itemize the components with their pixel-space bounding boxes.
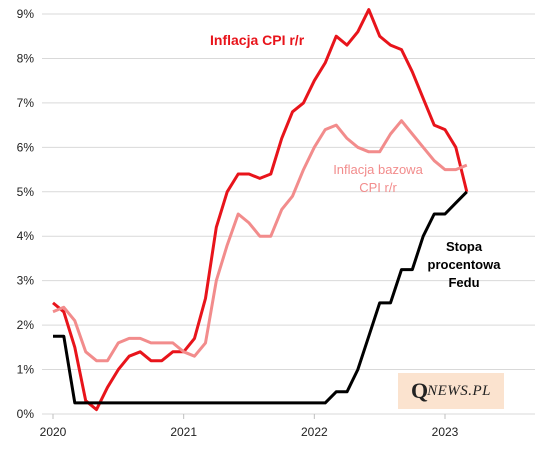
fed-series-label-line1: Stopa xyxy=(446,239,483,254)
y-tick-label: 0% xyxy=(17,407,35,421)
fed-series-label-line2: procentowa xyxy=(428,257,502,272)
y-tick-label: 6% xyxy=(17,140,35,154)
core-series-label-line2: CPI r/r xyxy=(359,180,397,195)
logo-text: NEWS.PL xyxy=(427,382,492,399)
x-tick-label: 2023 xyxy=(432,425,459,439)
y-tick-label: 7% xyxy=(17,96,35,110)
x-tick-label: 2020 xyxy=(40,425,67,439)
fed-rate-line xyxy=(53,190,468,405)
y-tick-label: 5% xyxy=(17,185,35,199)
cpi-line xyxy=(52,8,469,412)
x-tick-label: 2022 xyxy=(301,425,328,439)
x-tick-label: 2021 xyxy=(170,425,197,439)
fed-series-label-line3: Fedu xyxy=(448,275,479,290)
y-tick-label: 8% xyxy=(17,51,35,65)
cpi-series-label: Inflacja CPI r/r xyxy=(210,32,305,48)
core-cpi-line xyxy=(52,119,468,363)
y-axis-ticks: 0% 1% 2% 3% 4% 5% 6% 7% 8% 9% xyxy=(17,7,35,421)
x-axis-ticks: 2020 2021 2022 2023 xyxy=(40,414,459,439)
core-series-label-line1: Inflacja bazowa xyxy=(333,162,423,177)
y-tick-label: 3% xyxy=(17,274,35,288)
y-tick-label: 2% xyxy=(17,318,35,332)
gridlines xyxy=(42,13,535,415)
y-tick-label: 1% xyxy=(17,363,35,377)
y-tick-label: 4% xyxy=(17,229,35,243)
logo-initial: Q xyxy=(410,378,428,403)
series-group xyxy=(52,8,469,412)
qnews-logo: Q NEWS.PL xyxy=(398,373,504,409)
y-tick-label: 9% xyxy=(17,7,35,21)
